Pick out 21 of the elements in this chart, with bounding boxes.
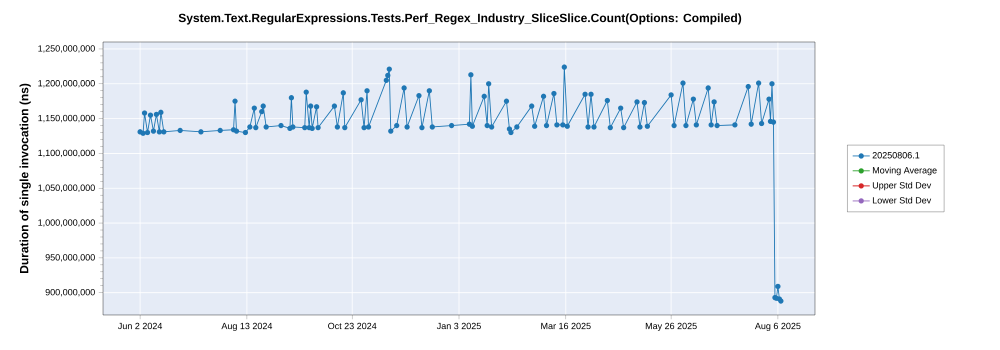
legend-label: Moving Average <box>872 166 937 176</box>
x-tick-label: Jan 3 2025 <box>436 322 481 330</box>
x-tick-label: Mar 16 2025 <box>541 322 591 330</box>
x-tick-label: Jun 2 2024 <box>118 322 162 330</box>
y-tick-label: 1,150,000,000 <box>38 114 95 122</box>
x-tick-label: Aug 6 2025 <box>754 322 801 331</box>
y-tick-label: 1,100,000,000 <box>38 150 95 158</box>
chart-title: System.Text.RegularExpressions.Tests.Perf_Regex_Industry_SliceSlice.Count(Options: Compiled) <box>178 13 742 25</box>
legend-label: Lower Std Dev <box>872 196 932 204</box>
y-tick-label: 950,000,000 <box>46 254 95 262</box>
legend-label: Upper Std Dev <box>872 182 932 190</box>
legend-label: 20250806.1 <box>872 152 920 158</box>
y-tick-label: 1,200,000,000 <box>38 80 95 88</box>
y-tick-label: 1,050,000,000 <box>38 184 95 192</box>
x-tick-label: Oct 23 2024 <box>328 322 376 330</box>
y-tick-label: 900,000,000 <box>46 288 95 296</box>
x-tick-label: May 26 2025 <box>646 322 697 331</box>
x-tick-label: Aug 13 2024 <box>221 322 272 331</box>
y-axis-title: Duration of single invocation (ns) <box>20 84 31 274</box>
y-tick-label: 1,000,000,000 <box>38 219 95 227</box>
y-tick-label: 1,250,000,000 <box>38 45 95 53</box>
